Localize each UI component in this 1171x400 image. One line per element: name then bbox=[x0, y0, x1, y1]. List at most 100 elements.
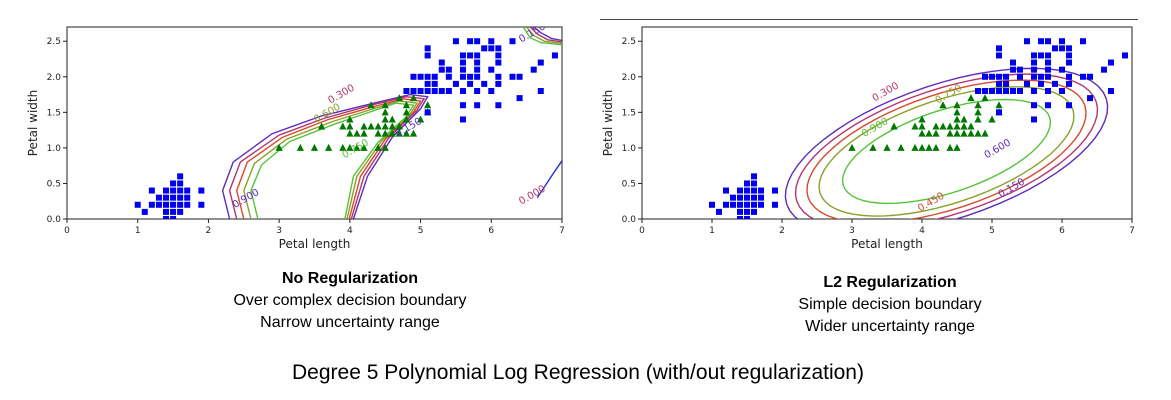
data-point-square bbox=[758, 187, 764, 194]
y-tick-label: 0.0 bbox=[622, 215, 637, 225]
x-tick-label: 3 bbox=[849, 226, 855, 236]
left-panel-line2: Narrow uncertainty range bbox=[260, 314, 440, 331]
data-point-square bbox=[177, 194, 184, 201]
data-point-triangle bbox=[353, 129, 361, 137]
data-point-square bbox=[1101, 66, 1107, 73]
data-point-triangle bbox=[381, 122, 389, 130]
data-point-square bbox=[1045, 59, 1051, 66]
data-point-square bbox=[155, 201, 162, 208]
data-point-triangle bbox=[883, 143, 891, 151]
data-point-square bbox=[723, 201, 729, 208]
data-point-square bbox=[1031, 59, 1037, 66]
data-point-square bbox=[509, 73, 516, 80]
divider-rule bbox=[600, 19, 1138, 20]
data-point-triangle bbox=[409, 129, 418, 137]
x-tick-label: 0 bbox=[64, 226, 70, 236]
data-point-square bbox=[1066, 80, 1072, 87]
data-point-triangle bbox=[960, 115, 968, 123]
y-tick-label: 1.5 bbox=[47, 108, 61, 118]
data-point-triangle bbox=[967, 122, 975, 130]
data-point-triangle bbox=[346, 122, 354, 130]
data-point-triangle bbox=[960, 122, 968, 130]
data-point-square bbox=[1045, 102, 1051, 109]
data-point-square bbox=[537, 59, 544, 66]
data-point-square bbox=[1031, 102, 1037, 109]
data-point-triangle bbox=[381, 108, 389, 116]
data-point-square bbox=[134, 201, 141, 208]
data-point-square bbox=[1010, 59, 1016, 66]
data-point-triangle bbox=[367, 122, 375, 130]
data-point-square bbox=[495, 59, 502, 66]
data-point-square bbox=[488, 66, 495, 73]
data-point-square bbox=[198, 187, 205, 194]
data-point-square bbox=[537, 88, 544, 94]
data-point-square bbox=[474, 66, 481, 73]
x-tick-label: 2 bbox=[779, 226, 785, 236]
data-point-square bbox=[751, 201, 757, 208]
y-tick-label: 2.0 bbox=[47, 73, 62, 83]
x-tick-label: 6 bbox=[1059, 226, 1065, 236]
data-point-square bbox=[758, 201, 764, 208]
data-point-square bbox=[744, 180, 750, 187]
data-point-square bbox=[467, 73, 474, 80]
data-point-triangle bbox=[953, 101, 961, 109]
data-point-square bbox=[772, 187, 778, 194]
data-point-square bbox=[177, 173, 184, 180]
x-tick-label: 0 bbox=[639, 226, 645, 236]
data-point-square bbox=[996, 109, 1002, 116]
data-point-square bbox=[403, 88, 410, 94]
data-point-square bbox=[996, 73, 1002, 80]
data-point-square bbox=[481, 45, 488, 52]
data-point-square bbox=[1059, 45, 1065, 52]
data-point-triangle bbox=[317, 122, 326, 130]
data-point-square bbox=[452, 80, 459, 87]
data-point-triangle bbox=[932, 122, 940, 130]
data-point-square bbox=[495, 80, 502, 87]
data-point-triangle bbox=[925, 129, 933, 137]
data-point-triangle bbox=[381, 115, 389, 123]
data-point-square bbox=[982, 88, 988, 94]
data-point-square bbox=[1031, 88, 1037, 94]
data-point-square bbox=[1059, 66, 1065, 73]
y-tick-label: 0.5 bbox=[622, 179, 636, 189]
contour-line bbox=[228, 95, 426, 219]
y-tick-label: 1.5 bbox=[622, 108, 636, 118]
x-tick-label: 1 bbox=[135, 226, 141, 236]
data-point-square bbox=[709, 201, 715, 208]
data-point-triangle bbox=[967, 129, 975, 137]
data-point-triangle bbox=[946, 122, 954, 130]
data-point-triangle bbox=[918, 122, 926, 130]
data-point-square bbox=[530, 66, 537, 73]
data-point-square bbox=[417, 88, 424, 94]
data-point-square bbox=[1059, 88, 1065, 94]
data-point-square bbox=[723, 187, 729, 194]
data-point-square bbox=[163, 201, 169, 208]
data-point-square bbox=[1066, 59, 1072, 66]
data-point-square bbox=[177, 180, 184, 187]
data-point-triangle bbox=[925, 143, 933, 151]
data-point-square bbox=[424, 52, 431, 59]
data-point-square bbox=[184, 187, 191, 194]
data-point-triangle bbox=[416, 115, 425, 123]
x-tick-label: 3 bbox=[276, 226, 282, 236]
data-point-triangle bbox=[325, 143, 333, 151]
data-point-square bbox=[481, 80, 488, 87]
data-point-triangle bbox=[932, 143, 940, 151]
y-tick-label: 0.0 bbox=[47, 215, 62, 225]
data-point-square bbox=[1038, 73, 1044, 80]
data-point-triangle bbox=[339, 122, 347, 130]
data-point-square bbox=[148, 187, 155, 194]
data-point-triangle bbox=[381, 101, 389, 109]
data-point-square bbox=[1080, 73, 1086, 80]
data-point-square bbox=[170, 208, 177, 215]
data-point-square bbox=[488, 88, 495, 94]
data-point-square bbox=[751, 180, 757, 187]
y-tick-label: 2.5 bbox=[47, 37, 61, 47]
data-point-square bbox=[1066, 45, 1072, 52]
data-point-square bbox=[474, 102, 481, 109]
data-point-square bbox=[445, 73, 452, 80]
data-point-square bbox=[1003, 88, 1009, 94]
data-point-square bbox=[198, 201, 205, 208]
data-point-square bbox=[467, 38, 474, 45]
data-point-triangle bbox=[981, 129, 989, 137]
